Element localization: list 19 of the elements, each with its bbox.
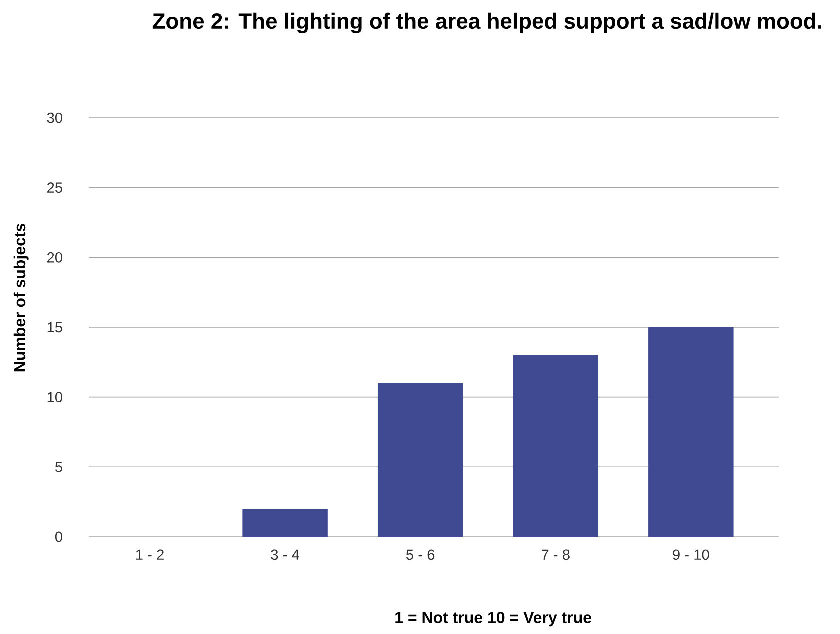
x-tick-label: 9 - 10: [673, 550, 710, 560]
y-tick-label: 25: [47, 182, 62, 194]
y-tick-label: 5: [56, 462, 62, 472]
bar: [242, 509, 328, 537]
x-tick-label: 7 - 8: [542, 550, 570, 560]
x-axis-title: 1 = Not true 10 = Very true: [396, 612, 592, 627]
x-tick-label: 3 - 4: [271, 550, 300, 560]
y-tick-label: 15: [48, 322, 62, 333]
bar: [648, 327, 734, 537]
x-tick-label: 1 - 2: [136, 550, 164, 560]
y-tick-label: 0: [55, 532, 62, 542]
y-tick-label: 20: [47, 252, 62, 263]
bar: [513, 355, 598, 537]
y-axis-title: Number of subjects: [14, 224, 29, 372]
y-tick-label: 10: [48, 392, 62, 403]
y-tick-label: 30: [47, 112, 62, 124]
bar: [378, 383, 464, 537]
x-tick-label: 5 - 6: [406, 550, 435, 560]
chart-title: Zone 2: The lighting of the area helped support a sad/low mood.: [152, 12, 822, 34]
